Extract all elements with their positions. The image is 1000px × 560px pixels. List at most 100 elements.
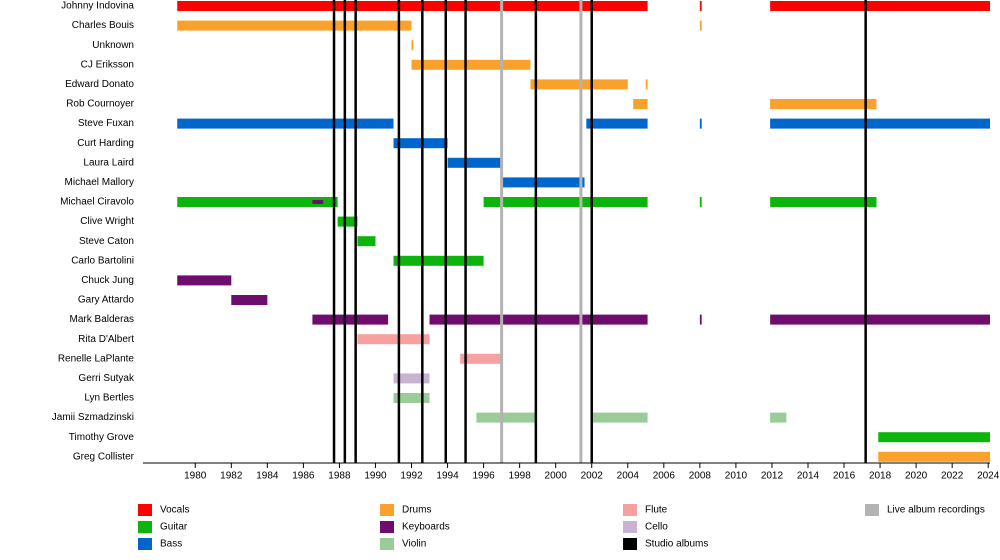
x-tick-label: 1994	[436, 471, 459, 482]
member-label: Renelle LaPlante	[58, 353, 135, 364]
legend-swatch	[380, 538, 394, 550]
member-bar	[699, 118, 702, 129]
member-bar	[770, 197, 877, 207]
member-bar	[699, 20, 702, 31]
legend-swatch	[138, 504, 152, 516]
x-tick-label: 1986	[292, 471, 315, 482]
member-label: Gerri Sutyak	[78, 373, 135, 384]
x-tick-label: 2014	[797, 471, 820, 482]
legend-swatch	[380, 521, 394, 533]
member-bar	[393, 393, 430, 403]
x-tick-label: 2010	[725, 471, 748, 482]
x-tick-label: 1992	[400, 471, 423, 482]
legend-label: Drums	[402, 505, 431, 516]
member-bar	[357, 236, 376, 247]
x-tick-label: 2006	[653, 471, 676, 482]
legend-swatch	[138, 521, 152, 533]
member-bar	[501, 177, 585, 188]
legend-swatch	[380, 504, 394, 516]
member-label: Gary Attardo	[78, 295, 135, 306]
member-label: Chuck Jung	[81, 275, 134, 286]
member-bar	[231, 295, 268, 305]
legend-swatch	[623, 521, 637, 533]
member-bar	[591, 412, 648, 423]
member-bar	[177, 20, 412, 31]
member-label: Lyn Bertles	[84, 393, 134, 404]
member-bar	[586, 118, 648, 129]
member-bar	[770, 314, 990, 325]
legend-label: Flute	[645, 505, 668, 516]
member-bar	[633, 99, 648, 109]
member-label: Curt Harding	[77, 138, 134, 149]
member-bar	[429, 314, 648, 325]
member-label: Carlo Bartolini	[71, 255, 134, 266]
member-bar	[393, 138, 448, 149]
member-label: Steve Caton	[79, 236, 134, 247]
legend-label: Keyboards	[402, 522, 450, 533]
x-tick-label: 2016	[833, 471, 856, 482]
legend-label: Vocals	[160, 505, 189, 516]
x-tick-label: 1998	[509, 471, 532, 482]
legend-swatch	[623, 504, 637, 516]
x-tick-label: 1990	[364, 471, 387, 482]
member-label: Michael Ciravolo	[60, 197, 134, 208]
legend-swatch	[865, 504, 879, 516]
member-bar	[357, 334, 430, 345]
member-bar	[699, 314, 702, 325]
legend-label: Guitar	[160, 522, 188, 533]
member-bar	[770, 1, 990, 11]
member-bar	[460, 353, 502, 364]
member-bar	[177, 1, 648, 11]
x-tick-label: 1988	[328, 471, 351, 482]
legend-swatch	[623, 538, 637, 550]
member-bar	[411, 59, 531, 70]
member-label: Timothy Grove	[69, 432, 135, 443]
member-bar	[177, 275, 232, 286]
x-tick-label: 1982	[220, 471, 243, 482]
member-bar	[699, 197, 702, 207]
member-bar	[770, 412, 787, 423]
member-bar	[312, 314, 389, 325]
member-bar	[699, 1, 702, 11]
member-label: Rita D'Albert	[78, 334, 134, 345]
member-label: Unknown	[92, 40, 134, 51]
x-tick-label: 2000	[545, 471, 568, 482]
legend-label: Violin	[402, 539, 426, 550]
member-label: Jamii Szmadzinski	[52, 412, 134, 423]
member-bar	[878, 432, 990, 443]
x-tick-label: 1980	[184, 471, 207, 482]
member-label: Johnny Indovina	[61, 1, 134, 12]
x-tick-label: 2024	[977, 471, 1000, 482]
member-label: Steve Fuxan	[78, 118, 134, 129]
legend-label: Studio albums	[645, 539, 708, 550]
member-label: CJ Eriksson	[81, 59, 134, 70]
x-tick-label: 2002	[581, 471, 604, 482]
legend-label: Cello	[645, 522, 668, 533]
member-label: Edward Donato	[65, 79, 134, 90]
member-bar	[337, 216, 358, 227]
member-bar	[476, 412, 536, 423]
member-bar	[645, 79, 648, 90]
member-bar	[177, 197, 338, 207]
member-bar	[393, 373, 430, 384]
member-label: Rob Cournoyer	[66, 99, 134, 110]
member-label: Clive Wright	[80, 216, 134, 227]
member-bar	[447, 157, 502, 168]
x-tick-label: 2018	[869, 471, 892, 482]
x-tick-label: 1996	[472, 471, 495, 482]
member-bar	[411, 40, 414, 51]
member-bar	[530, 79, 628, 90]
legend-label: Live album recordings	[887, 505, 985, 516]
member-bar	[770, 118, 990, 129]
member-label: Laura Laird	[83, 157, 134, 168]
legend-swatch	[138, 538, 152, 550]
x-tick-label: 2020	[905, 471, 928, 482]
member-label: Michael Mallory	[65, 177, 134, 188]
x-tick-label: 2012	[761, 471, 784, 482]
x-tick-label: 2004	[617, 471, 640, 482]
member-bar	[393, 255, 484, 266]
member-label: Mark Balderas	[70, 314, 134, 325]
member-bar	[770, 99, 877, 109]
